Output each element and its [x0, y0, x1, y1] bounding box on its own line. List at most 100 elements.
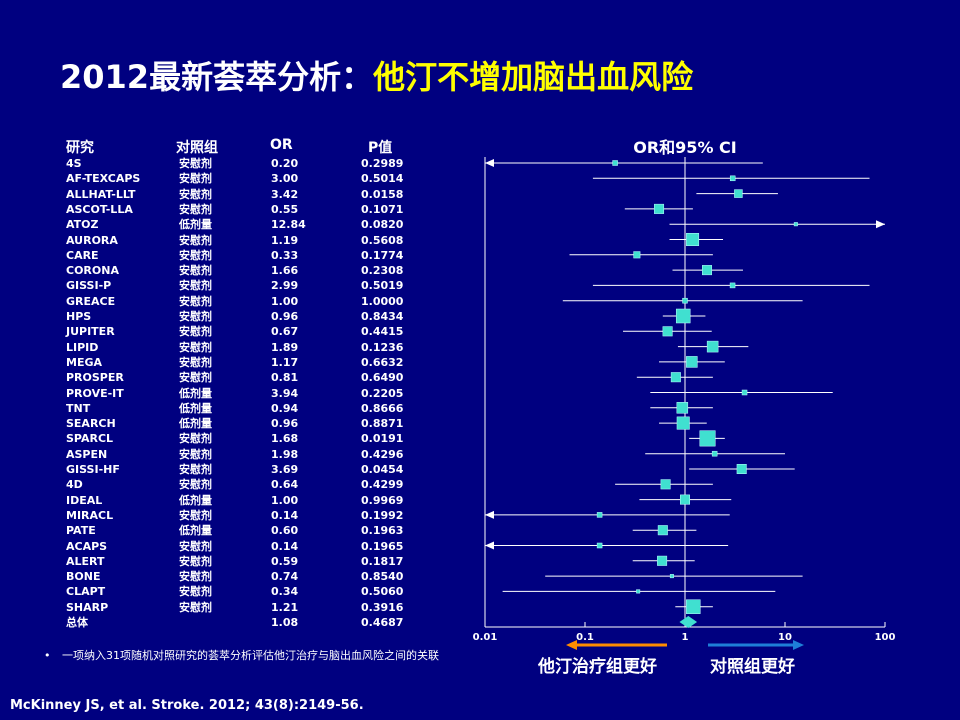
study-or: 1.89 [271, 340, 299, 354]
header-p: P值 [368, 140, 393, 156]
favors-statin-label: 他汀治疗组更好 [538, 657, 657, 677]
study-p: 0.0158 [361, 187, 404, 201]
study-or: 3.00 [271, 172, 299, 186]
header-control: 对照组 [176, 140, 218, 156]
or-box [670, 372, 681, 383]
study-or: 1.68 [271, 432, 299, 446]
or-box [596, 542, 603, 549]
ci-arrow-right [876, 220, 885, 229]
study-name: SHARP [66, 600, 109, 614]
study-control: 安慰剂 [179, 248, 212, 262]
footnote-bullet: • [44, 649, 51, 662]
study-p: 0.6490 [361, 371, 404, 385]
favors-control-arrowhead [793, 640, 804, 650]
study-p: 0.1963 [361, 524, 404, 538]
study-control: 安慰剂 [179, 508, 212, 522]
citation: McKinney JS, et al. Stroke. 2012; 43(8):… [10, 698, 364, 713]
study-or: 0.64 [271, 478, 299, 492]
study-control: 安慰剂 [179, 355, 212, 369]
or-box [676, 402, 689, 414]
study-p: 0.2989 [361, 157, 404, 170]
study-p: 0.1774 [361, 248, 404, 262]
favors-control-label: 对照组更好 [710, 657, 795, 677]
or-box [682, 297, 688, 304]
x-tick-label: 1 [682, 632, 689, 643]
or-box [657, 525, 668, 536]
study-or: 0.59 [271, 554, 299, 568]
or-box [711, 450, 718, 457]
study-p: 0.5014 [361, 172, 404, 186]
study-or: 1.19 [271, 233, 299, 247]
or-box [636, 589, 641, 594]
study-name: IDEAL [66, 493, 103, 507]
study-or: 1.66 [271, 264, 299, 278]
study-name: SEARCH [66, 417, 116, 431]
x-tick-label: 100 [875, 632, 896, 643]
study-name: SPARCL [66, 432, 114, 446]
or-box [699, 430, 716, 447]
study-control: 安慰剂 [179, 294, 212, 308]
study-or: 1.00 [271, 294, 299, 308]
study-name: HPS [66, 310, 92, 323]
study-control: 安慰剂 [179, 187, 212, 201]
study-or: 0.96 [271, 417, 299, 431]
study-name: CLAPT [66, 585, 106, 599]
chart-title: OR和95% CI [633, 138, 737, 157]
study-name: JUPITER [66, 325, 115, 339]
study-p: 0.8434 [361, 310, 404, 323]
study-name: GISSI-HF [66, 463, 120, 476]
study-name: 4S [66, 157, 82, 170]
study-or: 0.81 [271, 371, 299, 385]
study-name: ATOZ [66, 218, 99, 232]
study-p: 0.0454 [361, 463, 404, 476]
overall-name: 总体 [66, 616, 88, 629]
study-name: LIPID [66, 340, 99, 354]
header-or: OR [270, 137, 293, 153]
study-name: TNT [66, 401, 91, 415]
study-p: 0.1071 [361, 202, 404, 216]
study-p: 0.2205 [361, 386, 404, 400]
study-control: 安慰剂 [179, 325, 212, 339]
study-name: ALERT [66, 554, 105, 568]
study-name: MEGA [66, 355, 103, 369]
or-box [686, 356, 698, 368]
study-name: AF-TEXCAPS [66, 172, 141, 186]
study-control: 安慰剂 [179, 233, 212, 247]
overall-diamond [679, 616, 698, 628]
slide-title: 2012最新荟萃分析：他汀不增加脑出血风险 [60, 52, 693, 98]
title-prefix: 2012最新荟萃分析： [60, 58, 374, 96]
study-control: 安慰剂 [179, 570, 212, 584]
x-tick-label: 0.1 [576, 632, 594, 643]
study-p: 0.8871 [361, 417, 404, 431]
or-box [702, 265, 713, 276]
study-control: 低剂量 [179, 401, 212, 415]
study-control: 安慰剂 [179, 539, 212, 553]
study-p: 0.0820 [361, 218, 404, 232]
study-or: 2.99 [271, 279, 299, 293]
study-p: 0.5019 [361, 279, 404, 293]
study-or: 0.67 [271, 325, 299, 339]
study-or: 0.33 [271, 248, 299, 262]
study-or: 1.21 [271, 600, 299, 614]
study-p: 0.8540 [361, 570, 404, 584]
study-name: PROSPER [66, 371, 124, 385]
study-control: 安慰剂 [179, 157, 212, 170]
or-box [660, 479, 671, 490]
study-control: 安慰剂 [179, 447, 212, 461]
study-or: 0.20 [271, 157, 299, 170]
study-control: 安慰剂 [179, 279, 212, 293]
study-p: 0.1965 [361, 539, 404, 553]
study-or: 0.94 [271, 401, 299, 415]
study-or: 1.98 [271, 447, 299, 461]
study-or: 0.14 [271, 508, 299, 522]
study-name: AURORA [66, 233, 118, 247]
study-name: GREACE [66, 294, 116, 308]
ci-arrow-left [485, 159, 494, 167]
or-box [793, 222, 798, 227]
or-box [680, 494, 690, 505]
study-control: 安慰剂 [179, 310, 212, 323]
study-or: 0.74 [271, 570, 299, 584]
study-control: 安慰剂 [179, 172, 212, 186]
study-p: 0.1992 [361, 508, 404, 522]
